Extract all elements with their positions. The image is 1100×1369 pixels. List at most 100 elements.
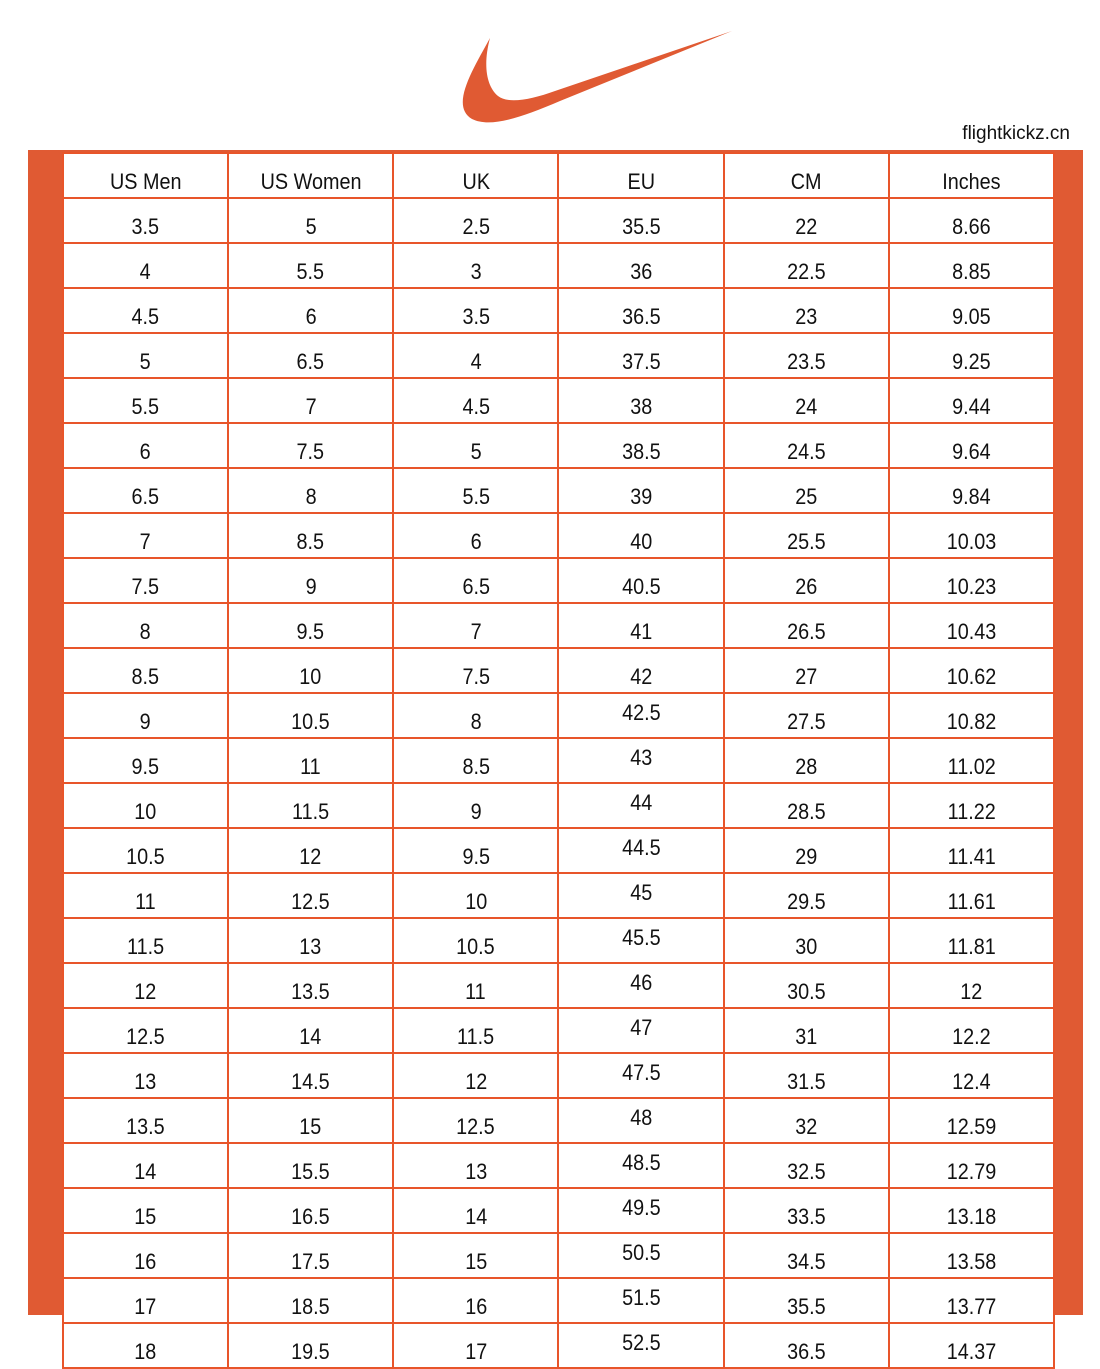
cell-value: 33.5 bbox=[786, 1204, 826, 1229]
table-cell: 5 bbox=[392, 422, 560, 469]
table-cell: 17.5 bbox=[227, 1232, 395, 1279]
table-row: 8.5 10 7.5 42 27 10.62 bbox=[61, 647, 1056, 694]
cell-value: 9.64 bbox=[952, 439, 991, 464]
cell-value: 9.84 bbox=[952, 484, 991, 509]
table-cell: 14 bbox=[61, 1142, 230, 1189]
table-cell: 13.5 bbox=[61, 1097, 230, 1144]
table-cell: 7 bbox=[392, 602, 560, 649]
table-row: 8 9.5 7 41 26.5 10.43 bbox=[61, 602, 1056, 649]
table-cell: 10.23 bbox=[887, 557, 1056, 604]
table-cell: 47 bbox=[557, 1007, 725, 1054]
table-row: 13 14.5 12 47.5 31.5 12.4 bbox=[61, 1052, 1056, 1099]
cell-value: 11.5 bbox=[127, 934, 165, 959]
cell-value: 8.85 bbox=[952, 259, 991, 284]
table-cell: 12 bbox=[392, 1052, 560, 1099]
table-cell: 9.5 bbox=[61, 737, 230, 784]
table-cell: 9 bbox=[227, 557, 395, 604]
table-cell: 12.5 bbox=[392, 1097, 560, 1144]
cell-value: 12.59 bbox=[946, 1114, 997, 1139]
cell-value: 47 bbox=[630, 1015, 653, 1040]
table-cell: 10.5 bbox=[392, 917, 560, 964]
cell-value: 27 bbox=[795, 664, 818, 689]
cell-value: 5 bbox=[140, 349, 152, 374]
table-row: 6.5 8 5.5 39 25 9.84 bbox=[61, 467, 1056, 514]
nike-swoosh-logo bbox=[462, 31, 732, 123]
table-cell: 29.5 bbox=[722, 872, 890, 919]
table-cell: 27 bbox=[722, 647, 890, 694]
cell-value: 9 bbox=[140, 709, 152, 734]
table-cell: 9.05 bbox=[887, 287, 1056, 334]
table-cell: 11.81 bbox=[887, 917, 1056, 964]
table-cell: 12.5 bbox=[61, 1007, 230, 1054]
table-cell: 14 bbox=[392, 1187, 560, 1234]
cell-value: 45 bbox=[630, 880, 653, 905]
header-label: UK bbox=[462, 169, 490, 194]
table-cell: 12.5 bbox=[227, 872, 395, 919]
cell-value: 7.5 bbox=[296, 439, 325, 464]
cell-value: 51.5 bbox=[621, 1285, 661, 1310]
cell-value: 14 bbox=[464, 1204, 487, 1229]
table-cell: 38.5 bbox=[557, 422, 725, 469]
cell-value: 43 bbox=[630, 745, 653, 770]
table-cell: 8 bbox=[392, 692, 560, 739]
table-cell: 5.5 bbox=[61, 377, 230, 424]
table-cell: 6 bbox=[227, 287, 395, 334]
table-cell: 26.5 bbox=[722, 602, 890, 649]
cell-value: 6 bbox=[470, 529, 482, 554]
cell-value: 29 bbox=[795, 844, 818, 869]
table-cell: 16.5 bbox=[227, 1187, 395, 1234]
table-cell: 40 bbox=[557, 512, 725, 559]
table-cell: 32 bbox=[722, 1097, 890, 1144]
table-cell: 5 bbox=[61, 332, 230, 379]
cell-value: 40.5 bbox=[621, 574, 661, 599]
cell-value: 13.77 bbox=[946, 1294, 997, 1319]
cell-value: 45.5 bbox=[621, 925, 661, 950]
table-cell: 12 bbox=[887, 962, 1056, 1009]
cell-value: 42.5 bbox=[621, 700, 661, 725]
cell-value: 8.5 bbox=[131, 664, 160, 689]
table-cell: 22 bbox=[722, 197, 890, 244]
table-cell: 28 bbox=[722, 737, 890, 784]
table-cell: 4.5 bbox=[61, 287, 230, 334]
table-cell: 10.5 bbox=[227, 692, 395, 739]
cell-value: 12 bbox=[464, 1069, 487, 1094]
cell-value: 12.2 bbox=[952, 1024, 991, 1049]
cell-value: 36 bbox=[630, 259, 653, 284]
cell-value: 12.5 bbox=[126, 1024, 165, 1049]
cell-value: 13.58 bbox=[946, 1249, 997, 1274]
table-row: 17 18.5 16 51.5 35.5 13.77 bbox=[61, 1277, 1056, 1324]
table-cell: 29 bbox=[722, 827, 890, 874]
table-cell: 15.5 bbox=[227, 1142, 395, 1189]
cell-value: 10.23 bbox=[946, 574, 997, 599]
cell-value: 10.03 bbox=[946, 529, 997, 554]
table-header-row: US Men US Women UK EU CM Inches bbox=[61, 152, 1056, 199]
table-row: 7 8.5 6 40 25.5 10.03 bbox=[61, 512, 1056, 559]
table-row: 11.5 13 10.5 45.5 30 11.81 bbox=[61, 917, 1056, 964]
cell-value: 6.5 bbox=[131, 484, 160, 509]
cell-value: 4 bbox=[140, 259, 152, 284]
cell-value: 7 bbox=[470, 619, 482, 644]
table-row: 10 11.5 9 44 28.5 11.22 bbox=[61, 782, 1056, 829]
table-cell: 13 bbox=[61, 1052, 230, 1099]
cell-value: 10.5 bbox=[126, 844, 165, 869]
table-cell: 12.59 bbox=[887, 1097, 1056, 1144]
cell-value: 30.5 bbox=[786, 979, 826, 1004]
table-row: 16 17.5 15 50.5 34.5 13.58 bbox=[61, 1232, 1056, 1279]
cell-value: 8.5 bbox=[462, 754, 490, 779]
table-cell: 31.5 bbox=[722, 1052, 890, 1099]
cell-value: 35.5 bbox=[786, 1294, 826, 1319]
table-cell: 23 bbox=[722, 287, 890, 334]
cell-value: 9.5 bbox=[296, 619, 325, 644]
cell-value: 35.5 bbox=[621, 214, 661, 239]
table-cell: 14.5 bbox=[227, 1052, 395, 1099]
table-cell: 26 bbox=[722, 557, 890, 604]
table-row: 6 7.5 5 38.5 24.5 9.64 bbox=[61, 422, 1056, 469]
cell-value: 9.05 bbox=[952, 304, 991, 329]
table-cell: 14 bbox=[227, 1007, 395, 1054]
cell-value: 10 bbox=[134, 799, 157, 824]
table-cell: 42.5 bbox=[557, 692, 725, 739]
table-cell: 30.5 bbox=[722, 962, 890, 1009]
table-cell: 45.5 bbox=[557, 917, 725, 964]
table-row: 13.5 15 12.5 48 32 12.59 bbox=[61, 1097, 1056, 1144]
table-cell: 9.44 bbox=[887, 377, 1056, 424]
